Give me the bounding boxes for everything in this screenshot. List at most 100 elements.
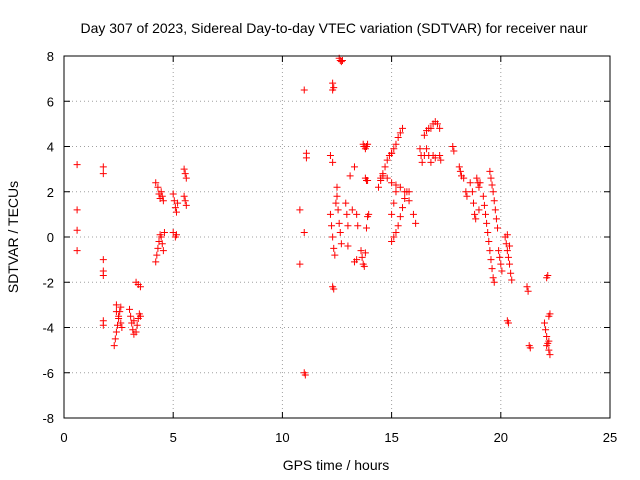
data-point bbox=[329, 86, 337, 94]
data-point bbox=[545, 346, 553, 354]
data-point bbox=[494, 224, 502, 232]
data-point bbox=[437, 156, 445, 164]
y-axis-label: SDTVAR / TECUs bbox=[5, 181, 21, 293]
data-point bbox=[302, 154, 310, 162]
data-point bbox=[540, 319, 548, 327]
data-point bbox=[364, 176, 372, 184]
data-point bbox=[460, 174, 468, 182]
data-point bbox=[545, 337, 553, 345]
data-point bbox=[330, 244, 338, 252]
data-point bbox=[111, 335, 119, 343]
data-point bbox=[365, 210, 373, 218]
data-point bbox=[488, 265, 496, 273]
data-point bbox=[388, 179, 396, 187]
data-point bbox=[409, 210, 417, 218]
data-point bbox=[99, 256, 107, 264]
data-point bbox=[490, 197, 498, 205]
data-point bbox=[418, 158, 426, 166]
data-point bbox=[475, 183, 483, 191]
data-points bbox=[73, 54, 554, 379]
data-point bbox=[333, 183, 341, 191]
data-point bbox=[329, 233, 337, 241]
data-point bbox=[354, 222, 362, 230]
data-point bbox=[489, 188, 497, 196]
data-point bbox=[117, 319, 125, 327]
data-point bbox=[326, 152, 334, 160]
data-point bbox=[99, 163, 107, 171]
data-point bbox=[127, 312, 135, 320]
data-point bbox=[504, 319, 512, 327]
data-point bbox=[490, 278, 498, 286]
data-point bbox=[396, 213, 404, 221]
data-point bbox=[326, 210, 334, 218]
data-point bbox=[172, 231, 180, 239]
data-point bbox=[335, 219, 343, 227]
data-point bbox=[181, 170, 189, 178]
data-point bbox=[433, 120, 441, 128]
data-point bbox=[181, 197, 189, 205]
data-point bbox=[342, 199, 350, 207]
data-point bbox=[344, 222, 352, 230]
data-point bbox=[112, 308, 120, 316]
data-point bbox=[416, 145, 424, 153]
data-point bbox=[154, 183, 162, 191]
y-tick-label: 2 bbox=[47, 185, 54, 200]
data-point bbox=[487, 256, 495, 264]
data-point bbox=[328, 222, 336, 230]
data-point bbox=[390, 233, 398, 241]
data-point bbox=[383, 156, 391, 164]
x-tick-label: 15 bbox=[384, 430, 398, 445]
data-point bbox=[392, 181, 400, 189]
data-point bbox=[296, 260, 304, 268]
data-point bbox=[118, 324, 126, 331]
data-point bbox=[337, 58, 345, 66]
data-point bbox=[483, 219, 491, 227]
chart-title: Day 307 of 2023, Sidereal Day-to-day VTE… bbox=[80, 20, 587, 36]
data-point bbox=[394, 133, 402, 141]
data-point bbox=[301, 371, 309, 379]
y-tick-label: -4 bbox=[42, 321, 54, 336]
data-point bbox=[336, 228, 344, 236]
data-point bbox=[337, 240, 345, 248]
x-tick-label: 20 bbox=[494, 430, 508, 445]
data-point bbox=[126, 305, 134, 313]
data-point bbox=[358, 253, 366, 261]
data-point bbox=[159, 247, 167, 255]
data-point bbox=[401, 195, 409, 203]
data-point bbox=[346, 172, 354, 180]
data-point bbox=[526, 344, 534, 352]
data-point bbox=[479, 192, 487, 200]
data-point bbox=[450, 147, 458, 155]
data-point bbox=[330, 285, 338, 293]
data-point bbox=[472, 215, 480, 223]
data-point bbox=[436, 124, 444, 132]
data-point bbox=[353, 210, 361, 218]
data-point bbox=[374, 183, 382, 191]
data-point bbox=[174, 199, 182, 207]
data-point bbox=[473, 174, 481, 182]
data-point bbox=[154, 244, 162, 252]
y-tick-label: -2 bbox=[42, 275, 54, 290]
data-point bbox=[504, 253, 512, 261]
data-point bbox=[427, 124, 435, 132]
data-point bbox=[405, 188, 413, 196]
data-point bbox=[455, 163, 463, 171]
data-point bbox=[182, 201, 190, 209]
data-point bbox=[73, 161, 81, 169]
data-point bbox=[99, 321, 107, 329]
x-tick-label: 10 bbox=[275, 430, 289, 445]
data-point bbox=[503, 231, 511, 239]
data-point bbox=[158, 192, 166, 200]
data-point bbox=[73, 206, 81, 214]
data-point bbox=[487, 174, 495, 182]
data-point bbox=[399, 124, 407, 132]
data-point bbox=[381, 163, 389, 171]
data-point bbox=[152, 258, 160, 266]
data-point bbox=[360, 262, 368, 270]
data-point bbox=[420, 131, 428, 139]
data-point bbox=[353, 256, 361, 264]
data-point bbox=[392, 228, 400, 236]
data-point bbox=[427, 158, 435, 166]
data-point bbox=[396, 129, 404, 137]
